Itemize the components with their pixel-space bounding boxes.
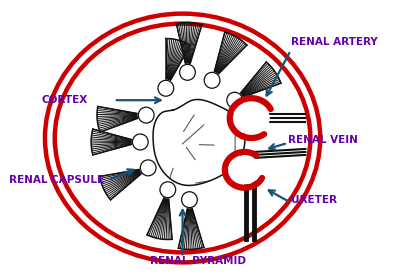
Text: RENAL CAPSULE: RENAL CAPSULE [8,175,104,185]
Circle shape [158,80,174,96]
Circle shape [160,182,176,198]
Text: RENAL PYRAMID: RENAL PYRAMID [150,256,246,266]
Ellipse shape [55,23,310,253]
Circle shape [138,107,154,123]
Polygon shape [234,102,269,134]
Text: RENAL VEIN: RENAL VEIN [288,135,358,145]
Text: RENAL ARTERY: RENAL ARTERY [291,38,378,47]
Circle shape [180,64,195,80]
Circle shape [227,92,242,108]
Text: CORTEX: CORTEX [42,95,88,105]
Polygon shape [229,156,260,184]
Circle shape [204,72,220,88]
Circle shape [182,192,197,208]
Text: URETER: URETER [291,195,337,205]
Circle shape [140,160,156,176]
Polygon shape [153,100,245,185]
Circle shape [132,134,148,150]
